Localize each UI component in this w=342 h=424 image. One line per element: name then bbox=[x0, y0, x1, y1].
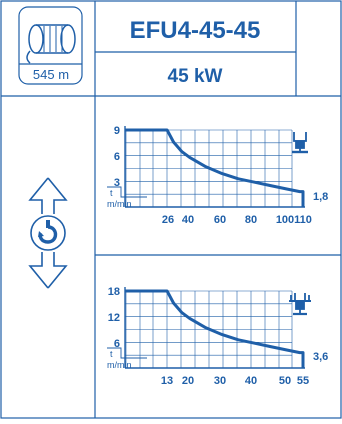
end-value-label: 3,6 bbox=[313, 351, 328, 363]
unit-box: tm/min bbox=[107, 186, 147, 209]
y-tick-label: 6 bbox=[114, 151, 120, 163]
unit-box-border bbox=[107, 186, 147, 198]
x-tick-label: 40 bbox=[182, 214, 194, 226]
chart-1: 9 6 3 26 40 60 80 100 110 tm/min 1,8 bbox=[107, 125, 328, 226]
x-unit-label: m/min bbox=[107, 199, 132, 209]
y-tick-label: 18 bbox=[108, 286, 120, 298]
rope-box bbox=[18, 6, 83, 85]
x-tick-label: 60 bbox=[214, 214, 226, 226]
y-tick-label: 9 bbox=[114, 125, 120, 137]
x-tick-label: 80 bbox=[245, 214, 257, 226]
rope-length: 545 m bbox=[33, 67, 69, 82]
x-tick-label: 55 bbox=[297, 375, 309, 387]
x-tick-label: 40 bbox=[245, 375, 257, 387]
y-unit-label: t bbox=[110, 349, 113, 359]
x-tick-label: 20 bbox=[182, 375, 194, 387]
hook-up-down-icon bbox=[28, 177, 68, 289]
chart-grid bbox=[125, 290, 293, 369]
unit-box: tm/min bbox=[107, 347, 147, 370]
x-tick-label: 110 bbox=[294, 214, 312, 226]
y-tick-label: 3 bbox=[114, 177, 120, 189]
cable-drum-icon bbox=[26, 24, 76, 64]
single-fall-hook-icon bbox=[292, 132, 308, 154]
x-tick-label: 13 bbox=[161, 375, 173, 387]
x-tick-label: 26 bbox=[162, 214, 174, 226]
double-fall-hook-icon bbox=[289, 293, 311, 316]
x-tick-label: 100 bbox=[276, 214, 294, 226]
x-tick-label: 50 bbox=[279, 375, 291, 387]
model-title: EFU4-45-45 bbox=[130, 17, 261, 44]
load-speed-curve bbox=[125, 289, 305, 368]
unit-box-border bbox=[107, 347, 147, 359]
chart-2: 18 12 6 13 20 30 40 50 55 tm/min 3,6 bbox=[107, 286, 328, 387]
x-unit-label: m/min bbox=[107, 360, 132, 370]
y-tick-label: 6 bbox=[114, 338, 120, 350]
y-unit-label: t bbox=[110, 188, 113, 198]
end-value-label: 1,8 bbox=[313, 191, 328, 203]
x-tick-label: 30 bbox=[214, 375, 226, 387]
hook-symbol bbox=[38, 220, 58, 244]
y-tick-label: 12 bbox=[108, 312, 120, 324]
load-speed-curve bbox=[125, 128, 305, 207]
power-label: 45 kW bbox=[168, 66, 223, 87]
